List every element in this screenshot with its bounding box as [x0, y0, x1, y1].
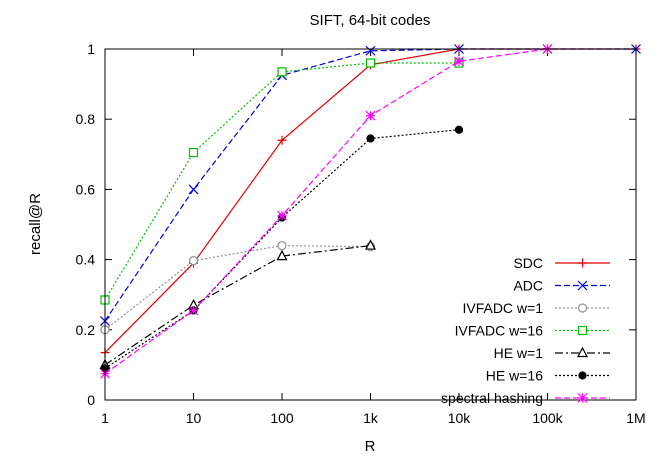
chart-title: SIFT, 64-bit codes: [310, 12, 431, 29]
cross-marker: [365, 45, 376, 56]
y-tick-label: 0.2: [76, 322, 96, 338]
axis-ticks: 1 10 100 1k 10k 100k 1M 0 0.2 0.4 0.6 0.8 1: [76, 41, 646, 426]
legend-label: spectral hashing: [441, 390, 543, 406]
x-tick-label: 1k: [363, 410, 379, 426]
open-circle-marker: [577, 303, 588, 313]
open-square-marker: [277, 67, 287, 77]
series-line: [104, 48, 636, 322]
open-triangle-marker: [365, 239, 376, 250]
series-sdc: [100, 44, 641, 358]
legend-item: HE w=16: [486, 368, 610, 384]
star-marker: [188, 305, 199, 316]
star-marker: [577, 393, 588, 403]
open-circle-marker: [188, 256, 199, 266]
legend-item: IVFADC w=16: [455, 323, 610, 339]
legend-item: HE w=1: [494, 345, 610, 361]
legend-item: ADC: [513, 278, 610, 294]
series-line: [104, 48, 636, 354]
x-tick-label: 1M: [626, 410, 645, 426]
filled-circle-marker: [366, 134, 375, 143]
open-square-marker: [577, 325, 588, 336]
series-adc: [100, 44, 641, 326]
star-marker: [454, 56, 464, 67]
y-tick-label: 0: [87, 392, 95, 408]
star-marker: [365, 110, 376, 121]
filled-circle-marker: [578, 371, 587, 380]
y-tick-label: 0.8: [76, 111, 96, 127]
x-tick-label: 1: [101, 410, 109, 426]
series-line: [104, 48, 548, 375]
legend-item: SDC: [513, 255, 610, 271]
series-ivfadc-w-1: [100, 240, 376, 335]
open-square-marker: [365, 58, 376, 68]
series-line: [104, 244, 371, 331]
x-tick-label: 10: [186, 410, 202, 426]
plot-series: [99, 44, 641, 379]
legend-item: spectral hashing: [441, 390, 610, 406]
legend-item: IVFADC w=1: [462, 300, 610, 316]
open-circle-marker: [277, 240, 287, 251]
open-square-marker: [188, 147, 199, 158]
legend-label: HE w=1: [494, 345, 544, 361]
cross-marker: [577, 280, 588, 291]
x-tick-label: 100: [270, 410, 294, 426]
y-tick-label: 1: [87, 41, 95, 57]
x-tick-label: 100k: [532, 410, 563, 426]
y-tick-label: 0.4: [76, 252, 96, 268]
series-line: [104, 245, 371, 366]
y-tick-label: 0.6: [76, 181, 96, 197]
series-ivfadc-w-16: [100, 58, 464, 305]
open-triangle-marker: [577, 346, 588, 358]
plus-marker: [277, 135, 287, 145]
filled-circle-marker: [454, 125, 464, 134]
legend-label: ADC: [513, 278, 543, 294]
legend-label: SDC: [513, 255, 543, 271]
open-triangle-marker: [276, 249, 288, 261]
legend-label: HE w=16: [486, 368, 543, 384]
plot-frame: [104, 48, 637, 401]
series-line: [104, 62, 459, 301]
x-tick-label: 10k: [448, 410, 472, 426]
star-marker: [277, 210, 287, 221]
plus-marker: [578, 258, 587, 268]
cross-marker: [188, 184, 199, 195]
y-axis-label: recall@R: [27, 193, 44, 255]
legend-label: IVFADC w=16: [455, 323, 544, 339]
x-axis-label: R: [365, 438, 376, 455]
legend-label: IVFADC w=1: [462, 300, 543, 316]
series-he-w-1: [99, 239, 376, 369]
legend: SDC ADC IVFADC w=1 IVFADC w=16 HE w=1 HE w=16…: [441, 255, 610, 406]
